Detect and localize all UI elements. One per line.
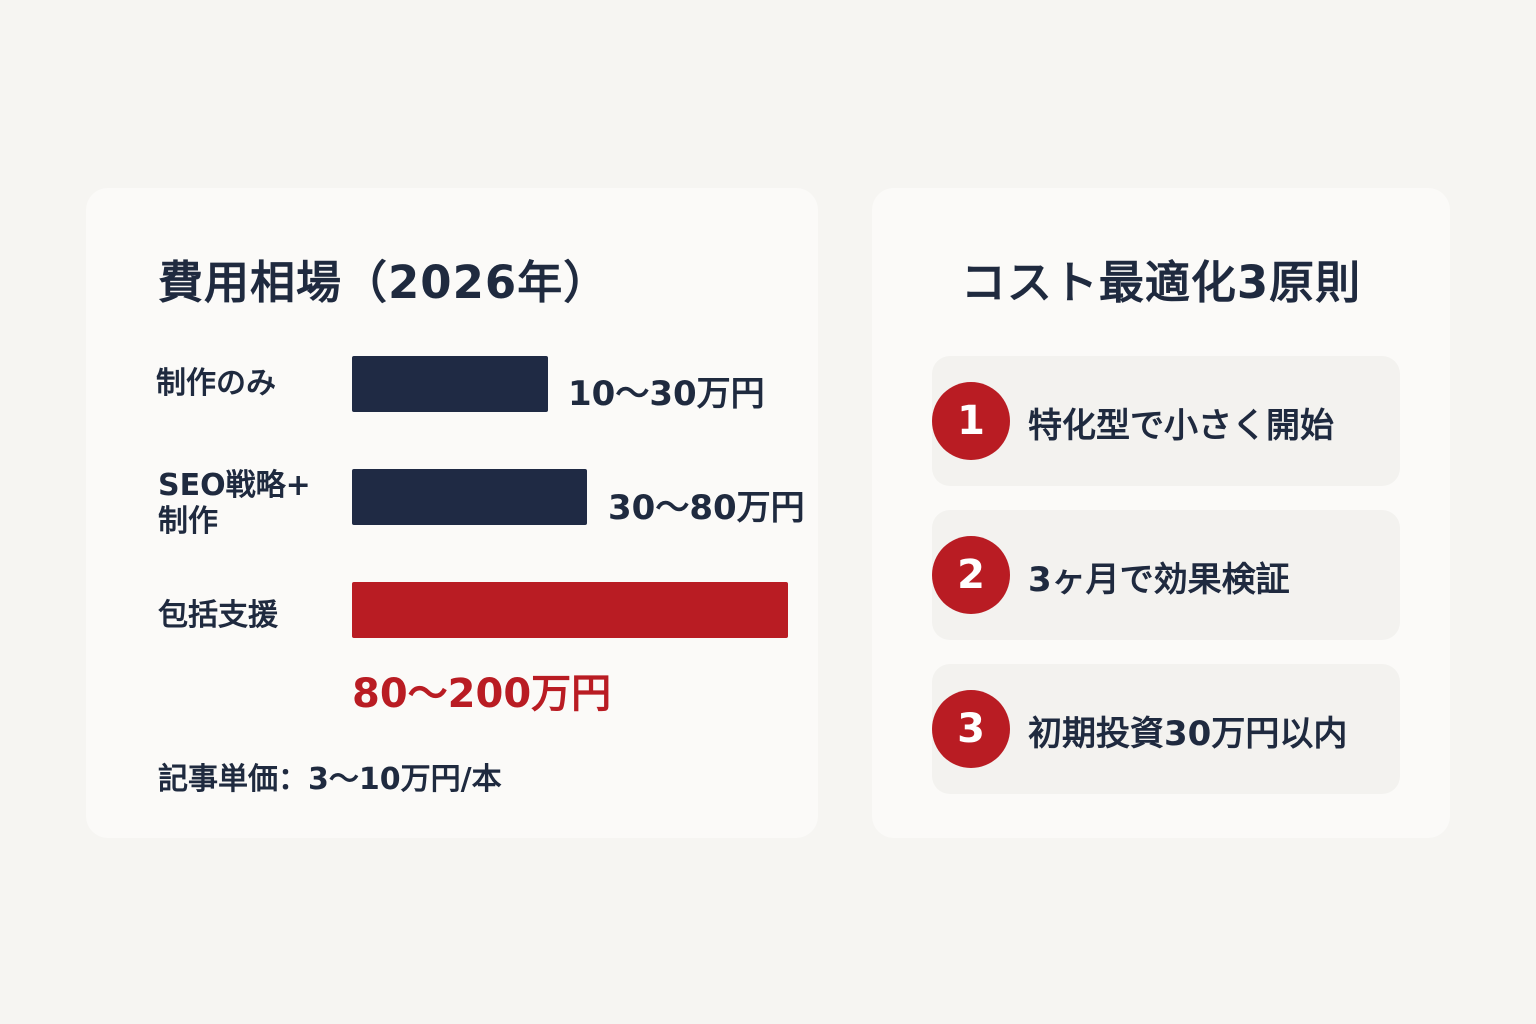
principle-item-2: 2 3ヶ月で効果検証 [932, 510, 1400, 640]
cost-principles-title: コスト最適化3原則 [960, 256, 1362, 309]
cost-range-bar-chart [352, 356, 788, 638]
value-label-production-only: 10〜30万円 [568, 374, 765, 414]
principle-item-3: 3 初期投資30万円以内 [932, 664, 1400, 794]
cost-principles-card: コスト最適化3原則 1 特化型で小さく開始 2 3ヶ月で効果検証 3 初期投資3… [872, 188, 1450, 838]
value-label-seo-strategy: 30〜80万円 [608, 488, 805, 528]
bar-full-support [352, 582, 788, 638]
principle-number-badge: 1 [932, 382, 1010, 460]
article-unit-price-note: 記事単価：3〜10万円/本 [158, 762, 502, 797]
category-label-seo-strategy: SEO戦略+ 制作 [158, 468, 311, 539]
category-label-full-support: 包括支援 [158, 598, 278, 633]
bar-production-only [352, 356, 548, 412]
principle-text: 初期投資30万円以内 [1028, 714, 1348, 754]
principle-item-1: 1 特化型で小さく開始 [932, 356, 1400, 486]
cost-range-title: 費用相場（2026年） [158, 256, 610, 309]
value-label-full-support: 80〜200万円 [352, 671, 612, 717]
cost-range-card: 費用相場（2026年） 制作のみ SEO戦略+ 制作 包括支援 10〜30万円 … [86, 188, 818, 838]
category-label-production-only: 制作のみ [156, 366, 276, 401]
principle-number-badge: 3 [932, 690, 1010, 768]
bar-seo-strategy [352, 469, 587, 525]
principle-text: 特化型で小さく開始 [1028, 406, 1334, 446]
principle-number-badge: 2 [932, 536, 1010, 614]
principle-text: 3ヶ月で効果検証 [1028, 560, 1290, 600]
